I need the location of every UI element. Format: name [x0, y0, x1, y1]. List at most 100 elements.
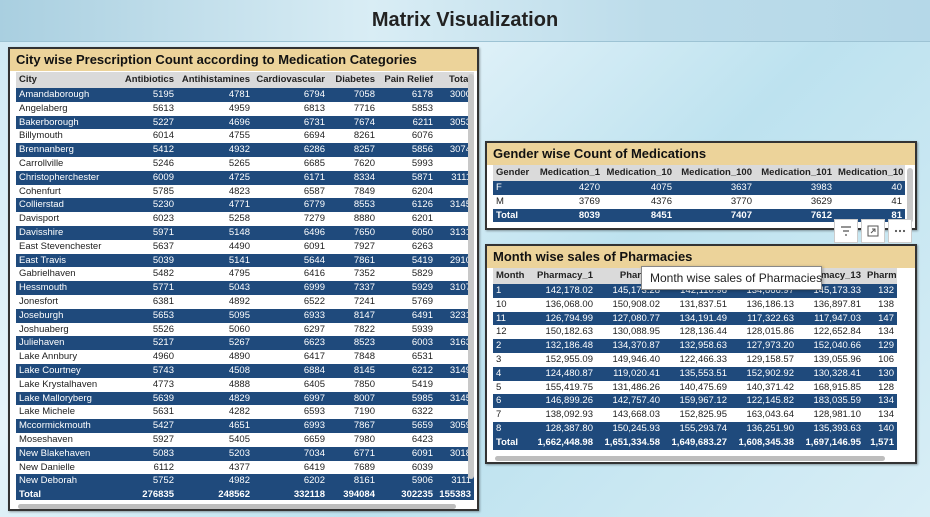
table-row[interactable]: 11 126,794.99 127,080.77 134,191.49 117,322.…	[493, 311, 897, 326]
table-cell: 152,955.09	[529, 352, 596, 367]
table-row[interactable]: East Stevenchester 5637 4490 6091 7927 6263	[16, 239, 474, 254]
table-row[interactable]: Davisshire 5971 5148 6496 7650 6050 3131	[16, 225, 474, 240]
table-cell: 6023	[117, 212, 177, 226]
column-header[interactable]: Total	[436, 72, 474, 88]
table-cell: 106	[864, 352, 897, 367]
column-header[interactable]: Pain Relief	[378, 72, 436, 88]
table-row[interactable]: Angelaberg 5613 4959 6813 7716 5853	[16, 101, 474, 116]
table-row[interactable]: 6 146,899.26 142,757.40 159,967.12 122,145.8…	[493, 394, 897, 409]
column-header[interactable]: City	[16, 72, 117, 88]
table-row[interactable]: Amandaborough 5195 4781 6794 7058 6178 3000	[16, 88, 474, 102]
table-row[interactable]: Hessmouth 5771 5043 6999 7337 5929 3107	[16, 281, 474, 295]
column-header[interactable]: Medication_10	[835, 165, 905, 181]
table-cell: 132	[864, 284, 897, 298]
table-row[interactable]: 3 152,955.09 149,946.40 122,466.33 129,158.5…	[493, 352, 897, 367]
table-cell: 6286	[253, 143, 328, 157]
table-cell: 183,035.59	[797, 394, 864, 409]
gender-vertical-scrollbar[interactable]	[907, 168, 913, 223]
table-row[interactable]: 4 124,480.87 119,020.41 135,553.51 152,902.9…	[493, 366, 897, 381]
table-row[interactable]: East Travis 5039 5141 5644 7861 5419 2910	[16, 253, 474, 268]
table-row[interactable]: New Blakehaven 5083 5203 7034 6771 6091 3018	[16, 446, 474, 461]
column-header[interactable]: Month	[493, 268, 529, 284]
table-row[interactable]: 10 136,068.00 150,908.02 131,837.51 136,186.…	[493, 297, 897, 312]
table-cell	[436, 101, 474, 116]
table-row[interactable]: 8 128,387.80 150,245.93 155,293.74 136,251.9…	[493, 421, 897, 436]
total-cell: Total	[16, 488, 117, 500]
table-row[interactable]: Lake Courtney 5743 4508 6884 8145 6212 3149	[16, 363, 474, 378]
table-cell: 129,158.57	[730, 352, 797, 367]
table-row[interactable]: Brennanberg 5412 4932 6286 8257 5856 3074	[16, 143, 474, 157]
table-cell: 5752	[117, 474, 177, 489]
table-row[interactable]: 5 155,419.75 131,486.26 140,475.69 140,371.4…	[493, 380, 897, 395]
column-header[interactable]: Diabetes	[328, 72, 378, 88]
table-row[interactable]: 7 138,092.93 143,668.03 152,825.95 163,043.6…	[493, 408, 897, 422]
table-cell: 5929	[378, 281, 436, 295]
city-vertical-scrollbar[interactable]	[468, 74, 474, 479]
column-header[interactable]: Medication_10	[603, 165, 675, 181]
table-row[interactable]: Christopherchester 6009 4725 6171 8334 5871 31…	[16, 170, 474, 185]
table-row[interactable]: Davisport 6023 5258 7279 8880 6201	[16, 212, 474, 226]
table-row[interactable]: 2 132,186.48 134,370.87 132,958.63 127,973.2…	[493, 339, 897, 353]
table-cell: 6997	[253, 391, 328, 406]
table-row[interactable]: F 4270 4075 3637 3983 40	[493, 181, 905, 195]
table-cell: 5644	[253, 253, 328, 268]
column-header[interactable]: Pharm	[864, 268, 897, 284]
column-header[interactable]: Medication_100	[675, 165, 755, 181]
column-header[interactable]: Cardiovascular	[253, 72, 328, 88]
table-cell: 8007	[328, 391, 378, 406]
table-row[interactable]: New Danielle 6112 4377 6419 7689 6039	[16, 460, 474, 475]
table-row[interactable]: Joseburgh 5653 5095 6933 8147 6491 3231	[16, 308, 474, 323]
table-cell	[436, 184, 474, 199]
column-header[interactable]: Pharmacy_1	[529, 268, 596, 284]
table-row[interactable]: Lake Michele 5631 4282 6593 7190 6322	[16, 405, 474, 420]
gender-matrix-visual[interactable]: Gender wise Count of Medications Gender M…	[485, 141, 917, 230]
table-cell: 6587	[253, 184, 328, 199]
table-row[interactable]: Collierstad 5230 4771 6779 8553 6126 3145	[16, 198, 474, 213]
total-cell: 302235	[378, 488, 436, 500]
table-cell: 7058	[328, 88, 378, 102]
city-horizontal-scrollbar[interactable]	[18, 504, 456, 509]
table-row[interactable]: Lake Annbury 4960 4890 6417 7848 6531	[16, 350, 474, 364]
filter-icon[interactable]	[834, 219, 858, 243]
table-cell: 3018	[436, 446, 474, 461]
table-row[interactable]: Moseshaven 5927 5405 6659 7980 6423	[16, 432, 474, 447]
column-header[interactable]: Medication_101	[755, 165, 835, 181]
table-cell: 4508	[177, 363, 253, 378]
month-horizontal-scrollbar[interactable]	[495, 456, 885, 461]
table-cell: 4892	[177, 294, 253, 309]
city-matrix-table[interactable]: City Antibiotics Antihistamines Cardiovascu…	[16, 72, 474, 500]
month-matrix-table[interactable]: Month Pharmacy_1 Pharmac macy_13 Pharm 1 142,1…	[493, 268, 907, 454]
table-row[interactable]: 12 150,182.63 130,088.95 128,136.44 128,015.…	[493, 325, 897, 340]
total-cell: 276835	[117, 488, 177, 500]
table-cell	[436, 156, 474, 171]
column-header[interactable]: Gender	[493, 165, 533, 181]
row-label: Collierstad	[16, 198, 117, 213]
row-label: Joshuaberg	[16, 322, 117, 337]
table-row[interactable]: Lake Malloryberg 5639 4829 6997 8007 5985 3145	[16, 391, 474, 406]
column-header[interactable]: Medication_1	[533, 165, 603, 181]
table-row[interactable]: Jonesfort 6381 4892 6522 7241 5769	[16, 294, 474, 309]
table-row[interactable]: Carrollville 5246 5265 6685 7620 5993	[16, 156, 474, 171]
table-row[interactable]: Bakerborough 5227 4696 6731 7674 6211 3053	[16, 115, 474, 130]
focus-mode-icon[interactable]	[861, 219, 885, 243]
table-row[interactable]: New Deborah 5752 4982 6202 8161 5906 3111	[16, 474, 474, 489]
table-row[interactable]: Gabrielhaven 5482 4795 6416 7352 5829	[16, 267, 474, 282]
table-row[interactable]: Juliehaven 5217 5267 6623 8523 6003 3163	[16, 336, 474, 351]
gender-matrix-table[interactable]: Gender Medication_1 Medication_10 Medicatio…	[493, 165, 905, 225]
total-cell: 7612	[755, 208, 835, 223]
more-options-icon[interactable]	[888, 219, 912, 243]
month-matrix-visual[interactable]: Month wise sales of Pharmacies Month Phar…	[485, 244, 917, 464]
table-row[interactable]: Lake Krystalhaven 4773 4888 6405 7850 5419	[16, 377, 474, 392]
table-row[interactable]: Joshuaberg 5526 5060 6297 7822 5939	[16, 322, 474, 337]
table-row[interactable]: Mccormickmouth 5427 4651 6993 7867 5659 3059	[16, 419, 474, 433]
table-cell: 5653	[117, 308, 177, 323]
column-header[interactable]: Antibiotics	[117, 72, 177, 88]
table-cell: 135,393.63	[797, 421, 864, 436]
table-row[interactable]: Billymouth 6014 4755 6694 8261 6076	[16, 129, 474, 144]
city-matrix-visual[interactable]: City wise Prescription Count according t…	[8, 47, 479, 511]
table-row[interactable]: Cohenfurt 5785 4823 6587 7849 6204	[16, 184, 474, 199]
column-header[interactable]: Antihistamines	[177, 72, 253, 88]
table-cell: 2910	[436, 253, 474, 268]
total-row: Total 8039 8451 7407 7612 81	[493, 208, 905, 223]
table-row[interactable]: M 3769 4376 3770 3629 41	[493, 194, 905, 209]
